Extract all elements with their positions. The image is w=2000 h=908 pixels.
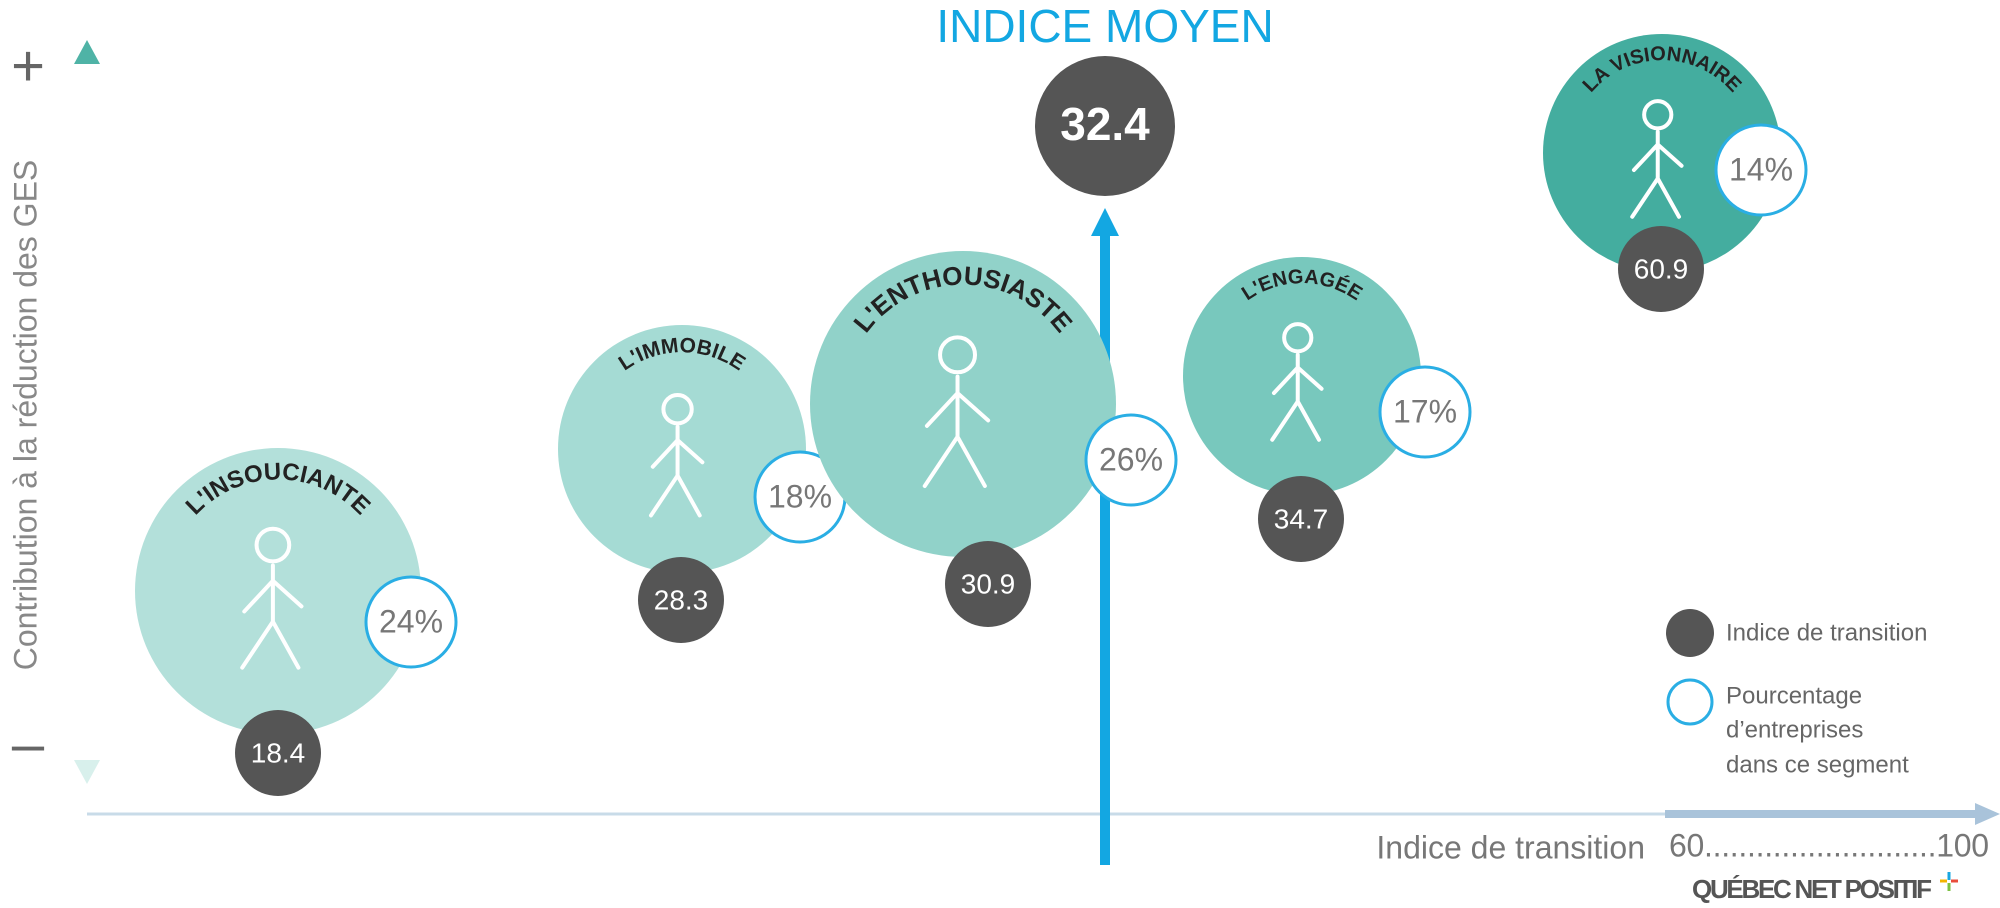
percent-value: 24% [379, 603, 443, 639]
segment-bubble [1183, 257, 1421, 495]
y-axis-label: Contribution à la réduction des GES [7, 160, 43, 671]
legend-index-marker [1666, 609, 1714, 657]
index-value: 60.9 [1634, 253, 1689, 284]
index-value: 30.9 [961, 568, 1016, 599]
x-axis-label: Indice de transition [1376, 829, 1645, 865]
index-value: 34.7 [1274, 503, 1329, 534]
segment-bubble [810, 251, 1116, 557]
average-value: 32.4 [1060, 98, 1150, 150]
average-arrow [1091, 208, 1119, 236]
y-arrow-down [74, 760, 100, 784]
infographic: + – Contribution à la réduction des GES … [0, 0, 2000, 908]
logo-plus [1940, 872, 1958, 891]
logo: QUÉBEC NET POSITIF [1692, 874, 1932, 904]
percent-value: 17% [1393, 393, 1457, 429]
percent-value: 26% [1099, 441, 1163, 477]
legend-index: Indice de transition [1726, 619, 1927, 646]
x-arrow [1975, 803, 2000, 825]
x-scale: 60...........................100 [1669, 827, 1989, 863]
index-value: 18.4 [251, 737, 306, 768]
y-arrow-up [74, 40, 100, 64]
legend-percent-marker [1668, 680, 1712, 724]
y-plus: + [11, 33, 45, 98]
legend-percent: d’entreprises [1726, 716, 1863, 743]
legend-percent: dans ce segment [1726, 751, 1909, 778]
segment-bubble [558, 325, 806, 573]
y-minus: – [12, 711, 45, 776]
percent-value: 18% [768, 478, 832, 514]
index-value: 28.3 [654, 584, 709, 615]
legend-percent: Pourcentage [1726, 682, 1862, 709]
percent-value: 14% [1729, 151, 1793, 187]
segments: L'INSOUCIANTE24%18.4L'IMMOBILE18%28.3L'E… [135, 34, 1806, 796]
title: INDICE MOYEN [936, 0, 1273, 52]
